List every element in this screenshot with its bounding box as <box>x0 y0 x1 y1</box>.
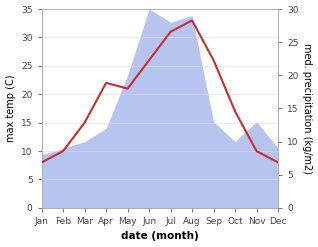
Y-axis label: med. precipitation (kg/m2): med. precipitation (kg/m2) <box>302 43 313 174</box>
X-axis label: date (month): date (month) <box>121 231 199 242</box>
Y-axis label: max temp (C): max temp (C) <box>5 75 16 142</box>
